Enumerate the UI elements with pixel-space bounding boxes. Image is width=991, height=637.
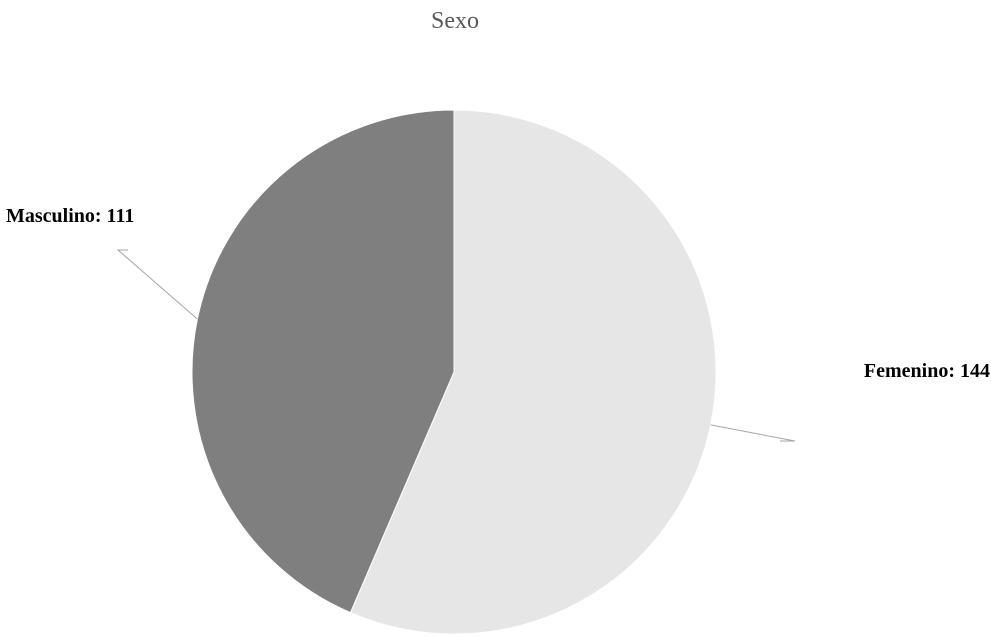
labels-layer: Femenino: 144 Masculino: 111	[6, 205, 990, 382]
leader-line-femenino	[710, 424, 796, 442]
leaders-layer	[116, 249, 796, 442]
slices-layer	[191, 109, 717, 635]
pie-slice-femenino	[349, 109, 717, 635]
data-label-femenino: Femenino: 144	[864, 360, 990, 382]
leader-line-masculino	[116, 249, 198, 320]
data-label-masculino: Masculino: 111	[6, 205, 134, 227]
chart-title: Sexo	[431, 8, 479, 34]
